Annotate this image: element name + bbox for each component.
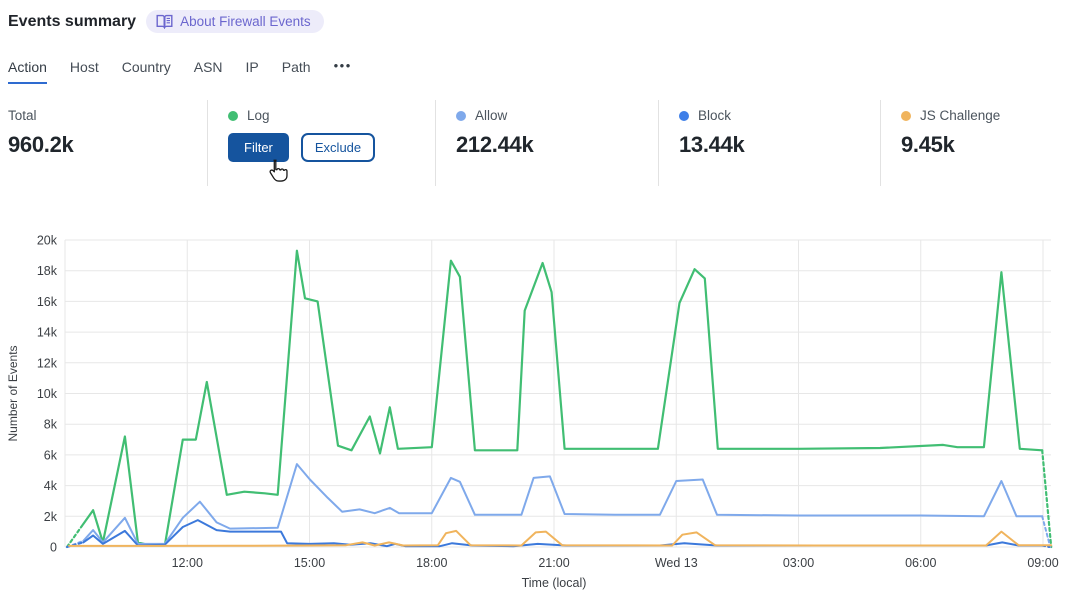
y-tick-label: 10k xyxy=(37,387,58,401)
y-tick-label: 0 xyxy=(50,541,57,555)
stats-row: Total 960.2k Log Filter Exclude Allow 212.44k B… xyxy=(0,100,1068,186)
y-tick-label: 20k xyxy=(37,234,58,248)
stat-card-log[interactable]: Log Filter Exclude xyxy=(207,100,435,186)
x-tick-label: 09:00 xyxy=(1027,556,1058,570)
filter-button[interactable]: Filter xyxy=(228,133,289,162)
x-tick-label: Wed 13 xyxy=(655,556,698,570)
series-color-dot xyxy=(456,110,466,121)
y-axis-title: Number of Events xyxy=(6,345,20,441)
stat-value: 9.45k xyxy=(901,132,955,157)
tab-country[interactable]: Country xyxy=(121,59,171,75)
x-tick-label: 15:00 xyxy=(294,556,325,570)
chart-plot-area[interactable] xyxy=(65,240,1043,547)
tab-bar: Action Host Country ASN IP Path ••• xyxy=(8,58,352,84)
y-tick-label: 6k xyxy=(44,448,58,462)
about-firewall-events-link[interactable]: About Firewall Events xyxy=(146,10,324,33)
axis-labels: 0 2k 4k 6k 8k 10k 12k 14k 16k 18k 20k 12:00 15:00 18:… xyxy=(6,234,1059,591)
stat-label: JS Challenge xyxy=(920,108,1001,123)
series-log xyxy=(65,249,1053,549)
tab-path[interactable]: Path xyxy=(281,59,311,75)
stat-card-allow[interactable]: Allow 212.44k xyxy=(435,100,658,186)
book-icon xyxy=(156,14,173,29)
y-tick-label: 4k xyxy=(44,479,58,493)
header: Events summary About Firewall Events xyxy=(8,10,324,33)
y-tick-label: 18k xyxy=(37,264,58,278)
stat-label: Log xyxy=(247,108,270,123)
x-axis-title: Time (local) xyxy=(522,576,587,590)
tabs-more-menu[interactable]: ••• xyxy=(333,58,352,73)
y-tick-label: 8k xyxy=(44,418,58,432)
stat-card-block[interactable]: Block 13.44k xyxy=(658,100,880,186)
series-color-dot xyxy=(228,110,238,121)
exclude-button[interactable]: Exclude xyxy=(300,133,376,162)
series-color-dot xyxy=(679,110,689,121)
x-tick-label: 12:00 xyxy=(172,556,203,570)
y-tick-label: 16k xyxy=(37,295,58,309)
page-title: Events summary xyxy=(8,12,137,30)
series-color-dot xyxy=(901,110,911,121)
stat-card-js-challenge[interactable]: JS Challenge 9.45k xyxy=(880,100,1068,186)
series-js-challenge xyxy=(68,529,1053,547)
stat-label: Block xyxy=(698,108,732,123)
y-tick-label: 12k xyxy=(37,356,58,370)
tab-host[interactable]: Host xyxy=(69,59,99,75)
gridlines xyxy=(64,239,1051,548)
tab-action[interactable]: Action xyxy=(8,59,47,84)
stat-card-total[interactable]: Total 960.2k xyxy=(0,100,207,186)
tab-ip[interactable]: IP xyxy=(245,59,259,75)
events-chart[interactable]: 0 2k 4k 6k 8k 10k 12k 14k 16k 18k 20k 12:00 15:00 18:… xyxy=(0,225,1068,598)
y-tick-label: 2k xyxy=(44,510,58,524)
tab-asn[interactable]: ASN xyxy=(193,59,223,75)
x-tick-label: 21:00 xyxy=(538,556,569,570)
stat-value: 13.44k xyxy=(679,132,745,157)
x-tick-label: 03:00 xyxy=(783,556,814,570)
stat-label: Allow xyxy=(475,108,508,123)
stat-value: 212.44k xyxy=(456,132,534,157)
about-badge-label: About Firewall Events xyxy=(180,14,311,29)
stat-label: Total xyxy=(8,108,37,123)
x-tick-label: 06:00 xyxy=(905,556,936,570)
x-tick-label: 18:00 xyxy=(416,556,447,570)
y-tick-label: 14k xyxy=(37,326,58,340)
stat-value: 960.2k xyxy=(8,132,74,157)
